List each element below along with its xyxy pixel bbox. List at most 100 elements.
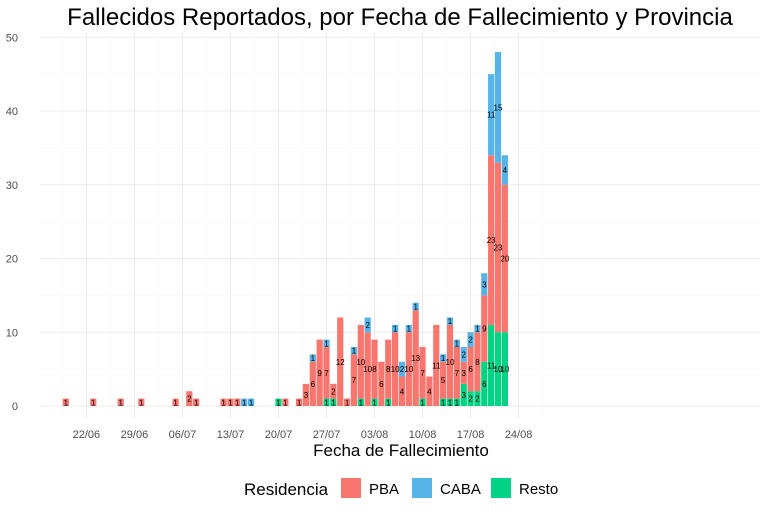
data-label-pba: 10 [356, 358, 365, 367]
data-label-resto: 1 [359, 398, 364, 407]
x-tick-label: 06/07 [169, 429, 197, 441]
data-label-caba: 4 [503, 166, 508, 175]
bar-segment-pba [193, 398, 200, 406]
y-tick-label: 10 [6, 327, 18, 339]
bar-segment-resto [440, 398, 447, 406]
bar-segment-caba [494, 52, 502, 163]
data-label-pba: 1 [221, 398, 226, 407]
bar-segment-pba [481, 295, 488, 362]
data-label-pba: 6 [468, 365, 473, 374]
bar-segment-pba [488, 155, 495, 325]
x-axis-ticks: 22/06 29/06 06/07 13/07 20/07 27/07 03/08 10/08… [73, 429, 533, 441]
data-label-caba: 1 [249, 398, 254, 407]
bar-segment-resto [488, 324, 495, 406]
bar-segment-pba [227, 398, 234, 406]
data-label-caba: 1 [413, 302, 418, 311]
bar-segment-resto [474, 391, 481, 406]
data-label-caba: 2 [461, 350, 466, 359]
y-tick-label: 50 [6, 32, 18, 44]
x-tick-label: 13/07 [217, 429, 245, 441]
y-axis-ticks: 0 10 20 30 40 50 [6, 32, 18, 413]
bar-segment-pba [426, 376, 433, 406]
bar-segment-caba [481, 273, 488, 296]
data-label-caba: 2 [468, 336, 473, 345]
data-label-pba: 5 [441, 376, 446, 385]
data-label-resto: 10 [500, 365, 509, 374]
data-label-pba: 1 [345, 398, 350, 407]
data-label-resto: 1 [448, 398, 453, 407]
data-label-pba: 4 [427, 387, 432, 396]
data-label-pba: 7 [324, 369, 329, 378]
bar-segment-caba [412, 302, 419, 311]
bar-segment-pba [398, 376, 406, 406]
y-tick-label: 20 [6, 254, 18, 266]
data-label-pba: 2 [331, 387, 336, 396]
bar-segment-pba [295, 398, 303, 406]
data-label-pba: 6 [379, 380, 384, 389]
bar-segment-caba [323, 339, 330, 347]
data-label-resto: 6 [482, 380, 487, 389]
bar-segment-pba [467, 347, 474, 392]
bar-segment-pba [371, 339, 378, 399]
data-label-caba: 1 [324, 339, 329, 348]
bar-segment-pba [392, 332, 399, 406]
data-label-pba: 1 [64, 398, 69, 407]
bar-segment-pba [474, 332, 481, 392]
y-tick-label: 40 [6, 106, 18, 118]
data-label-pba: 1 [235, 398, 240, 407]
bars [62, 52, 508, 406]
data-label-resto: 1 [331, 398, 336, 407]
data-label-caba: 1 [242, 398, 247, 407]
data-label-caba: 2 [365, 321, 370, 330]
legend-key-pba [341, 478, 361, 498]
data-label-caba: 1 [475, 325, 480, 334]
data-label-caba: 1 [393, 325, 398, 334]
data-label-resto: 3 [461, 391, 466, 400]
data-label-caba: 3 [482, 280, 487, 289]
data-label-pba: 4 [400, 387, 405, 396]
data-label-resto: 11 [487, 361, 496, 370]
data-label-pba: 9 [317, 369, 322, 378]
bar-segment-resto [357, 398, 364, 406]
bar-segment-resto [460, 383, 467, 406]
bar-segment-pba [364, 332, 371, 406]
bar-segment-caba [392, 324, 399, 333]
data-label-pba: 1 [228, 398, 233, 407]
bar-segment-pba [172, 398, 179, 406]
bar-segment-pba [220, 398, 227, 406]
data-label-resto: 10 [494, 365, 503, 374]
bar-segment-pba [501, 184, 508, 333]
data-label-resto: 1 [372, 398, 377, 407]
bar-segment-resto [481, 361, 488, 406]
data-label-pba: 7 [352, 376, 357, 385]
bar-segment-pba [460, 361, 467, 384]
bar-segment-pba [186, 391, 193, 406]
data-label-pba: 1 [118, 398, 123, 407]
data-label-pba: 23 [494, 243, 503, 252]
x-tick-label: 29/06 [121, 429, 149, 441]
data-label-pba: 1 [283, 398, 288, 407]
data-label-resto: 1 [441, 398, 446, 407]
bar-segment-caba [467, 332, 474, 347]
legend-label-pba: PBA [369, 481, 399, 498]
data-label-resto: 2 [475, 395, 480, 404]
data-label-pba: 1 [173, 398, 178, 407]
bar-segment-pba [302, 383, 310, 406]
bar-segment-caba [405, 324, 412, 333]
x-tick-label: 03/08 [361, 429, 389, 441]
data-label-pba: 8 [372, 365, 377, 374]
data-label-pba: 3 [304, 391, 309, 400]
bar-segment-pba [446, 324, 454, 399]
bar-segment-resto [419, 398, 426, 406]
bar-segment-caba [364, 317, 371, 333]
data-label-pba: 12 [336, 358, 345, 367]
data-label-pba: 1 [91, 398, 96, 407]
bar-segment-pba [378, 361, 385, 406]
bar-segment-pba [350, 354, 358, 406]
bar-segment-resto [371, 398, 378, 406]
x-tick-label: 20/07 [265, 429, 293, 441]
data-label-caba: 15 [494, 103, 503, 112]
data-label-pba: 6 [311, 380, 316, 389]
bar-segment-caba [453, 339, 460, 347]
